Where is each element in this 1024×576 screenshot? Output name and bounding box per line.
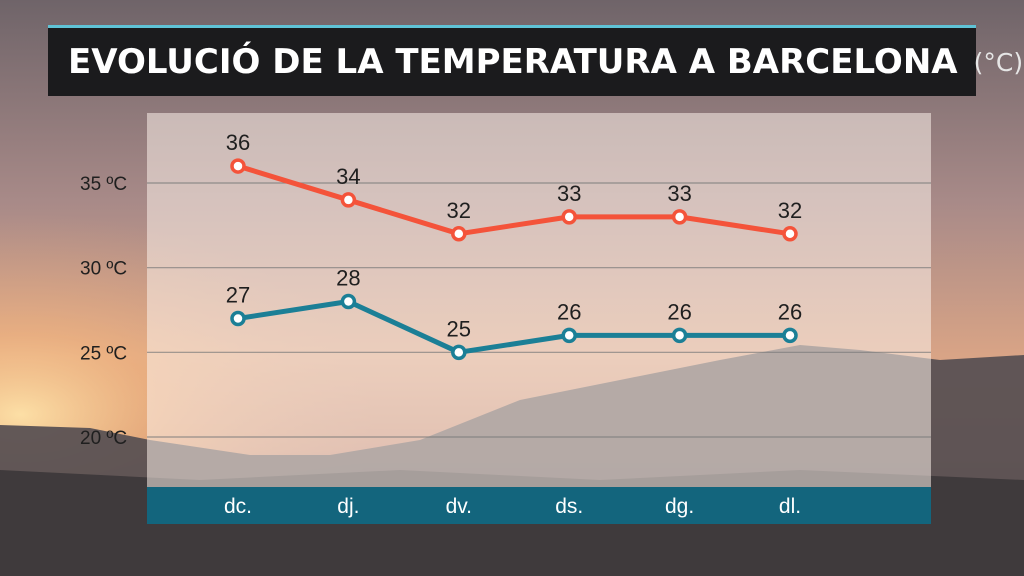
data-point — [782, 226, 798, 242]
plot-area — [147, 113, 931, 487]
data-point — [782, 327, 798, 344]
data-label: 36 — [226, 130, 250, 155]
series-line — [235, 299, 793, 355]
data-label: 33 — [557, 181, 581, 206]
data-label: 32 — [447, 198, 471, 223]
x-tick-label: dv. — [446, 495, 472, 518]
data-point — [561, 327, 577, 344]
data-point — [230, 158, 246, 174]
y-tick-label: 25 ºC — [80, 343, 127, 364]
data-label: 33 — [667, 181, 691, 206]
y-tick-label: 20 ºC — [80, 428, 127, 449]
data-label: 27 — [226, 282, 250, 307]
data-label: 32 — [778, 198, 802, 223]
data-point — [451, 344, 467, 361]
y-tick-label: 30 ºC — [80, 259, 127, 280]
data-point — [671, 327, 688, 344]
series-line — [235, 163, 793, 237]
x-tick-label: dj. — [337, 495, 359, 518]
data-label: 28 — [336, 266, 360, 291]
x-axis-band — [147, 487, 931, 524]
x-tick-label: ds. — [555, 495, 583, 518]
y-tick-label: 35 ºC — [80, 174, 127, 195]
data-point — [340, 192, 357, 208]
data-point — [230, 310, 246, 327]
x-tick-label: dg. — [665, 495, 694, 518]
data-point — [451, 226, 467, 242]
data-label: 34 — [336, 164, 360, 189]
data-label: 26 — [778, 299, 802, 324]
data-point — [561, 209, 577, 225]
x-tick-label: dl. — [779, 495, 801, 518]
data-label: 25 — [447, 316, 471, 341]
chart-title: EVOLUCIÓ DE LA TEMPERATURA A BARCELONA — [68, 42, 958, 82]
x-tick-label: dc. — [224, 495, 252, 518]
data-point — [340, 293, 357, 310]
chart-title-unit: (°C) — [973, 47, 1024, 77]
data-point — [671, 209, 688, 225]
title-bar: EVOLUCIÓ DE LA TEMPERATURA A BARCELONA (… — [48, 28, 1023, 96]
title-accent-line — [48, 25, 976, 28]
data-label: 26 — [557, 299, 581, 324]
data-label: 26 — [667, 299, 691, 324]
